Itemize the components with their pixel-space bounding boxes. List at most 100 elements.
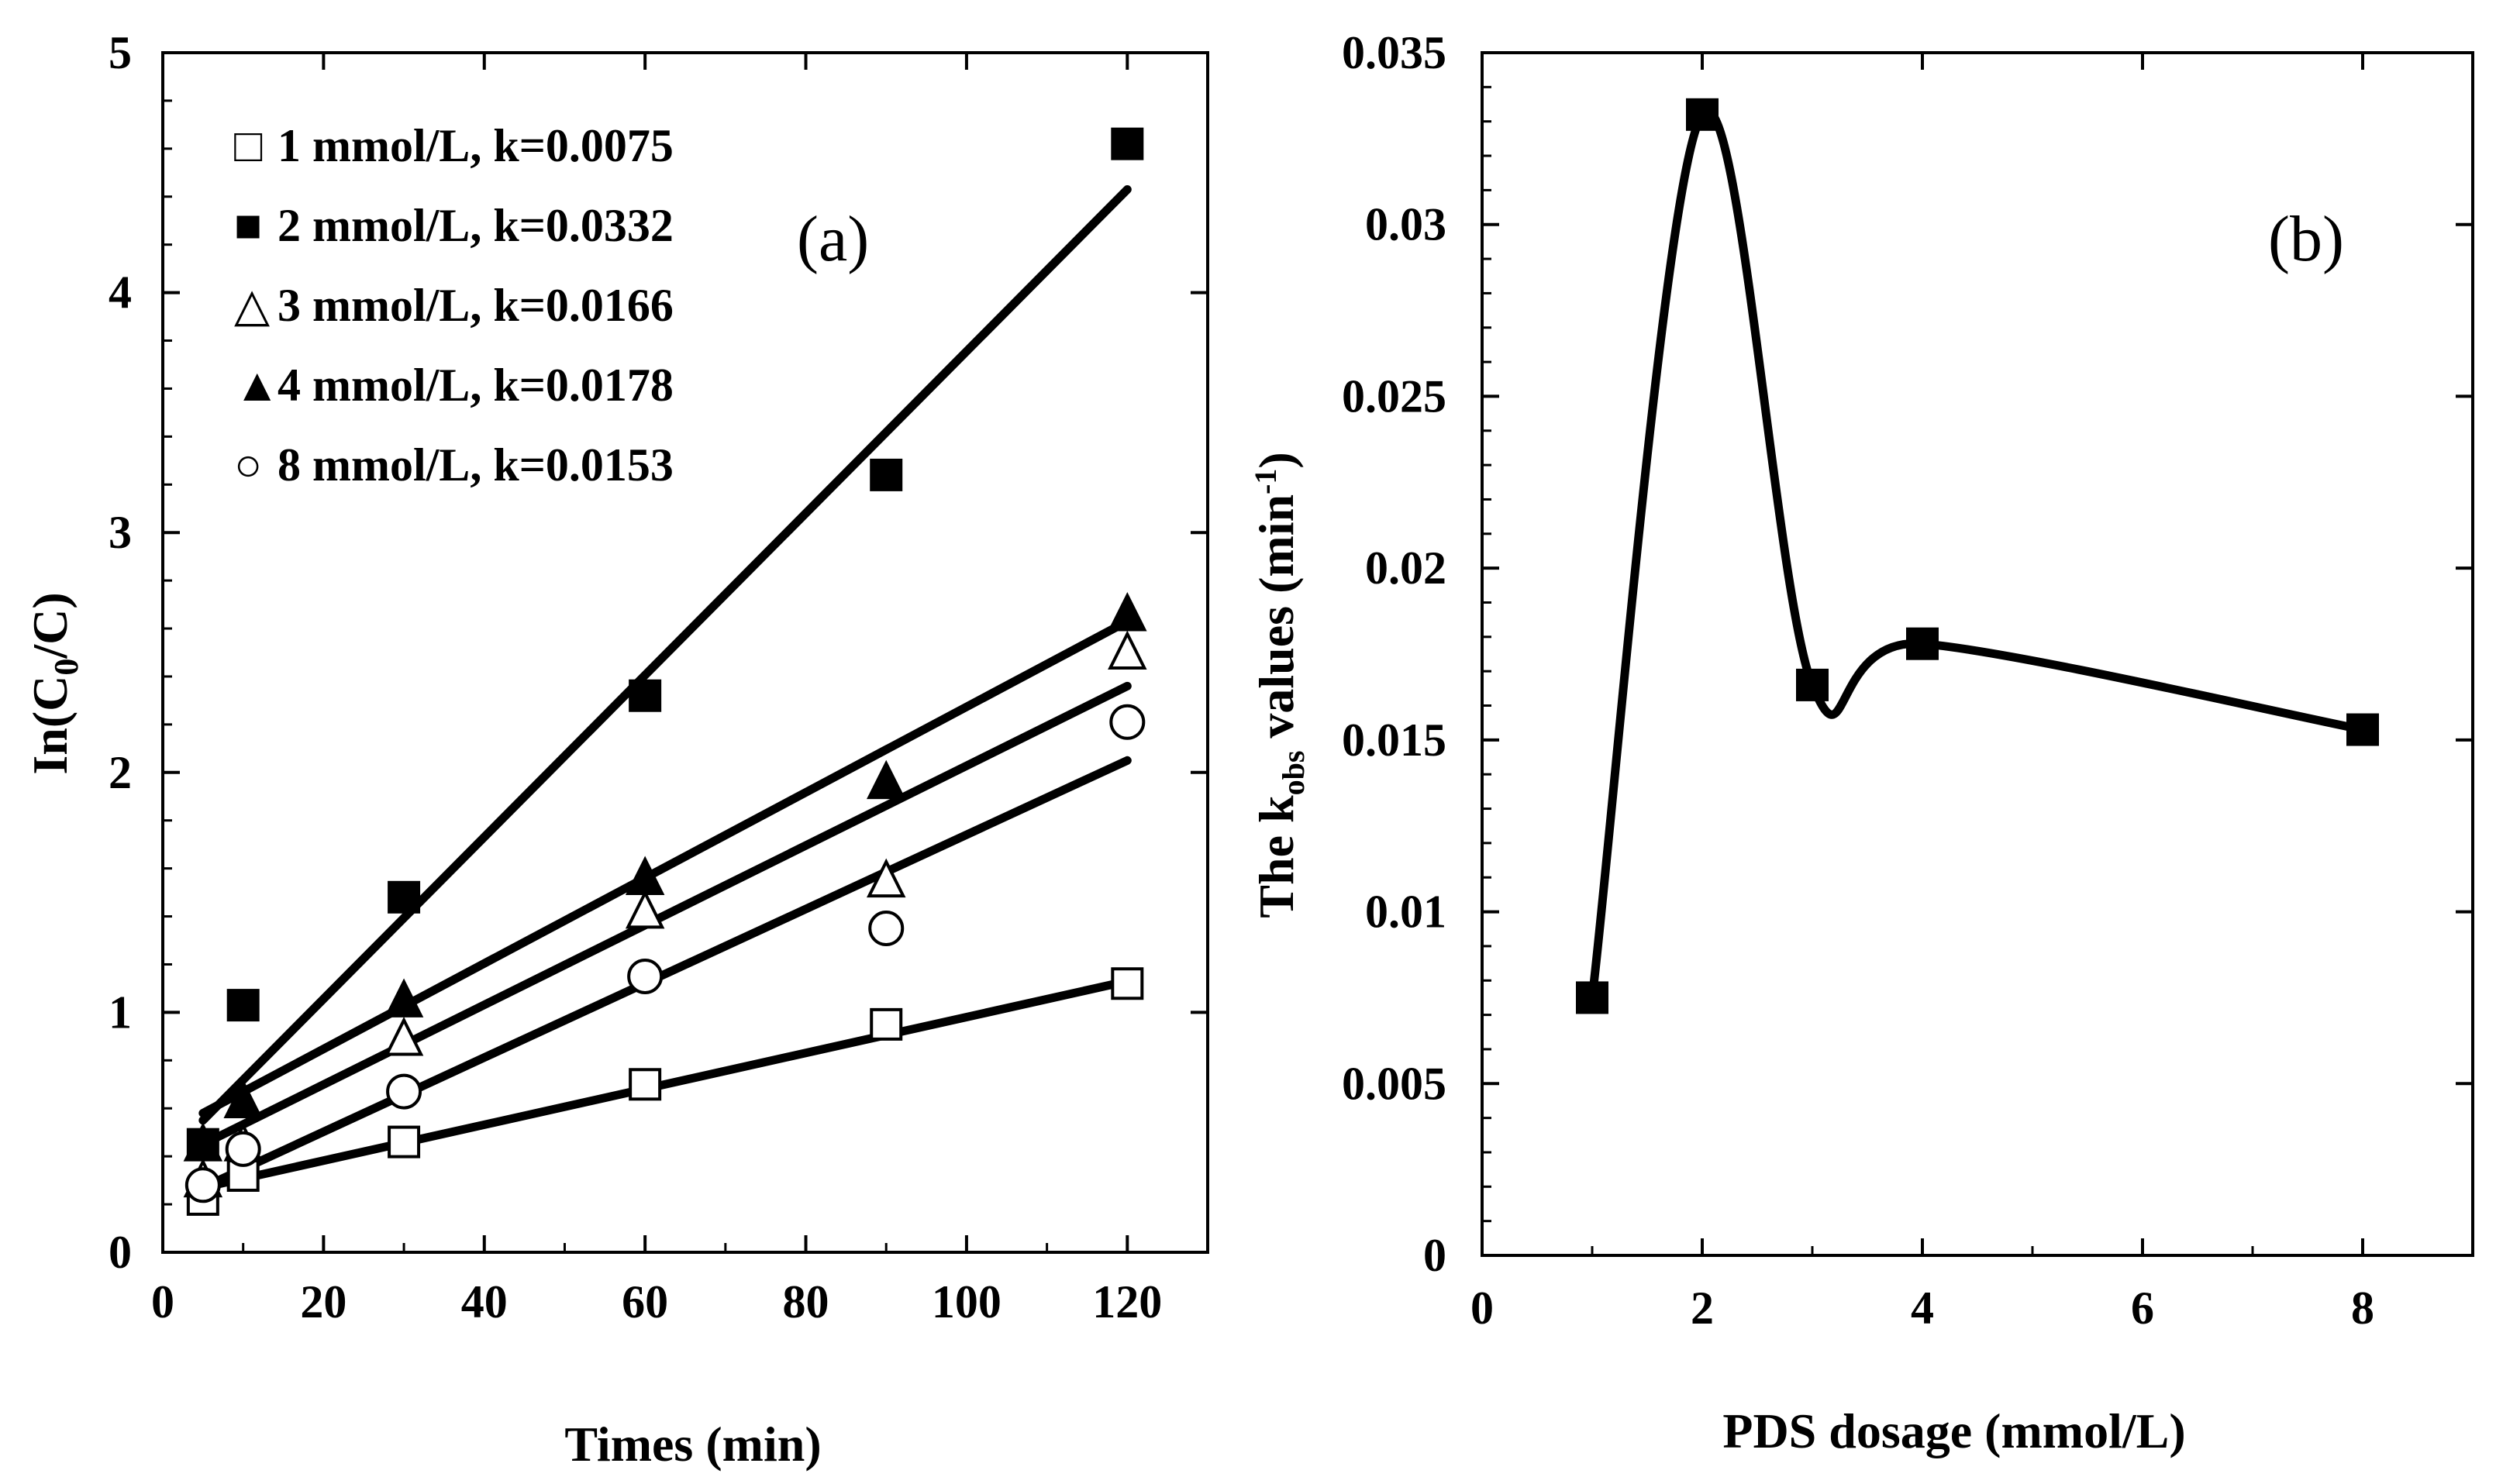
legend-symbol: □	[234, 120, 262, 171]
y-tick-label: 0.02	[1365, 542, 1446, 594]
y-tick-label: 0	[109, 1227, 132, 1278]
data-point	[1576, 981, 1608, 1014]
y-tick-label: 1	[109, 986, 132, 1038]
data-point	[183, 1122, 223, 1162]
x-tick-label: 4	[1911, 1283, 1934, 1334]
y-tick-label: 4	[109, 267, 132, 318]
y-tick-label: 5	[109, 27, 132, 78]
data-point	[625, 856, 665, 896]
data-point	[1686, 98, 1719, 131]
legend-entry: 3 mmol/L, k=0.0166	[278, 280, 674, 331]
kobs-curve	[1588, 107, 2364, 999]
series-2-group	[198, 184, 1132, 1125]
y-tick-label: 0.03	[1365, 199, 1446, 250]
series-1-points	[186, 967, 1144, 1216]
series-1-fit-line	[198, 976, 1132, 1192]
series-1-group	[198, 976, 1132, 1192]
y-tick-label: 0.01	[1365, 887, 1446, 938]
data-point	[384, 1016, 424, 1056]
x-tick-label: 100	[932, 1276, 1002, 1327]
series-4-points	[183, 591, 1147, 1162]
y-axis-title-main: The k	[1249, 795, 1304, 918]
data-point	[870, 1007, 903, 1041]
legend-symbol: △	[234, 280, 270, 331]
x-tick-label: 120	[1092, 1276, 1162, 1327]
data-point	[627, 958, 664, 994]
panel-b-plot-frame	[1481, 51, 2474, 1257]
series-3-fit-line	[198, 681, 1132, 1149]
legend-entry: 1 mmol/L, k=0.0075	[278, 120, 674, 171]
series-5-group	[198, 756, 1132, 1192]
y-tick-label: 3	[109, 507, 132, 558]
y-tick-label: 0	[1423, 1230, 1446, 1281]
y-axis-title-subscript: 0	[47, 659, 85, 676]
data-point	[629, 1068, 662, 1101]
data-point	[868, 911, 905, 947]
legend-symbol: ○	[234, 439, 262, 491]
data-point	[384, 978, 424, 1017]
y-axis-title-tail: /C)	[22, 592, 78, 659]
panel-a-plot-frame	[161, 51, 1209, 1254]
data-point	[223, 1079, 263, 1118]
series-5-points	[184, 704, 1146, 1203]
data-point	[1111, 967, 1144, 1000]
x-tick-label: 6	[2131, 1283, 2154, 1334]
x-axis-title: Times (min)	[564, 1417, 821, 1472]
data-point	[1906, 627, 1939, 660]
y-tick-label: 0.015	[1342, 714, 1446, 766]
data-point	[226, 989, 260, 1022]
data-point	[866, 858, 906, 898]
data-point	[386, 1073, 422, 1110]
data-point	[1108, 591, 1147, 632]
y-tick-label: 0.005	[1342, 1058, 1446, 1109]
data-point	[1108, 630, 1147, 670]
data-point	[866, 759, 906, 800]
data-point	[1796, 668, 1829, 701]
panel-b-label: (b)	[2268, 203, 2344, 275]
panel-a-label: (a)	[797, 203, 869, 275]
y-axis-title-tail: )	[1249, 452, 1304, 468]
series-4-group	[198, 617, 1132, 1117]
data-point	[870, 458, 903, 491]
legend-symbol: ▲	[234, 360, 280, 411]
y-axis-title-subscript: obs	[1276, 751, 1311, 796]
x-tick-label: 20	[300, 1276, 346, 1327]
data-point	[1111, 127, 1144, 160]
data-point	[629, 679, 662, 712]
data-point	[388, 1125, 421, 1159]
y-tick-label: 0.025	[1342, 370, 1446, 422]
data-point	[625, 889, 665, 929]
x-tick-label: 40	[461, 1276, 508, 1327]
x-tick-label: 60	[622, 1276, 668, 1327]
y-axis-title: The kobs values (min-1)	[1248, 452, 1311, 918]
series-4-fit-line	[198, 617, 1132, 1117]
x-tick-label: 8	[2351, 1283, 2374, 1334]
legend-symbol: ■	[234, 200, 262, 251]
data-point	[184, 1167, 221, 1203]
y-axis-title-superscript: -1	[1248, 469, 1283, 494]
x-tick-label: 2	[1691, 1283, 1714, 1334]
series-5-fit-line	[198, 756, 1132, 1192]
x-tick-label: 0	[1470, 1283, 1494, 1334]
data-point	[225, 1131, 261, 1167]
y-axis-title-main: In(C	[22, 676, 78, 775]
series-3-group	[198, 681, 1132, 1149]
y-tick-label: 0.035	[1342, 27, 1446, 78]
legend-entry: 8 mmol/L, k=0.0153	[278, 439, 674, 491]
panel-b-chart: 0 2 4 6 8 0 0.005 0.01 0.015 0.02 0.025 0.03 0.035 PD…	[1248, 27, 2474, 1458]
legend-entry: 4 mmol/L, k=0.0178	[278, 360, 674, 411]
data-point	[1109, 704, 1146, 740]
data-point	[388, 880, 421, 914]
x-axis-title: PDS dosage (mmol/L)	[1722, 1403, 2185, 1458]
legend-entry: 2 mmol/L, k=0.0332	[278, 200, 674, 251]
data-point	[2346, 713, 2379, 746]
y-tick-label: 2	[109, 747, 132, 798]
series-2-fit-line	[198, 184, 1132, 1125]
x-tick-label: 0	[151, 1276, 174, 1327]
x-tick-label: 80	[783, 1276, 829, 1327]
legend: □ 1 mmol/L, k=0.0075 ■ 2 mmol/L, k=0.0332△ 3…	[234, 120, 674, 491]
y-axis-title: In(C0/C)	[22, 592, 85, 774]
y-axis-title-mid: values (min	[1249, 494, 1304, 751]
